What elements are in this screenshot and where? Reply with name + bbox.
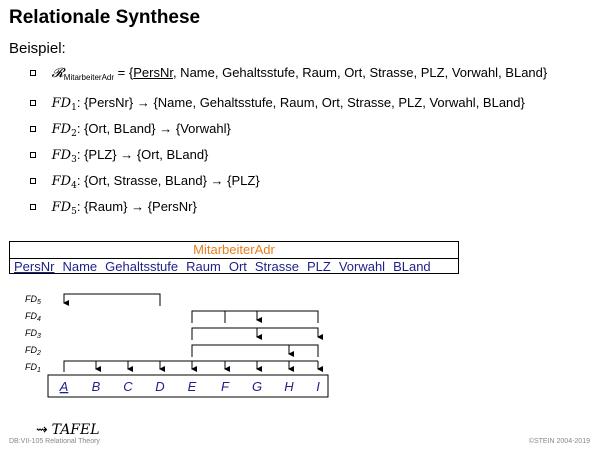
fd-index: 5 bbox=[71, 207, 77, 217]
squiggle-arrow-icon: ⇝ bbox=[36, 421, 48, 437]
relation-symbol: 𝓡 bbox=[51, 66, 64, 81]
fd2-connector bbox=[191, 344, 319, 357]
fd-label: FD bbox=[51, 96, 72, 111]
fd-lhs: {Ort, Strasse, BLand} bbox=[84, 173, 207, 188]
table-column: Raum bbox=[186, 259, 221, 274]
fd-item: FD3: {PLZ} → {Ort, BLand} bbox=[30, 145, 547, 171]
fd5-connector bbox=[63, 293, 161, 306]
fd-item: FD2: {Ort, BLand} → {Vorwahl} bbox=[30, 119, 547, 145]
fd-lhs: {PLZ} bbox=[84, 147, 117, 162]
fd-row-label: FD1 bbox=[25, 362, 41, 374]
attribute: I bbox=[316, 379, 320, 394]
fd-rhs: {PLZ} bbox=[227, 173, 260, 188]
fd-colon: : bbox=[76, 173, 81, 188]
fd-row-label: FD2 bbox=[25, 345, 41, 357]
bullet-square-icon bbox=[30, 203, 36, 210]
table-column-key: PersNr bbox=[14, 259, 55, 274]
fd-colon: : bbox=[76, 147, 81, 162]
fd3-connector bbox=[191, 327, 323, 340]
attribute: F bbox=[221, 379, 230, 394]
fd-rhs: {Name, Gehaltsstufe, Raum, Ort, Strasse,… bbox=[153, 95, 525, 110]
fd-item: FD5: {Raum} → {PersNr} bbox=[30, 197, 547, 223]
attribute: H bbox=[284, 379, 294, 394]
fd-rhs: {PersNr} bbox=[147, 199, 197, 214]
table-column: BLand bbox=[393, 259, 431, 274]
table-column: Name bbox=[62, 259, 98, 274]
relation-key: PersNr bbox=[133, 65, 173, 80]
table-column: Ort bbox=[228, 259, 247, 274]
table-column: PLZ bbox=[306, 259, 331, 274]
fd-label: FD bbox=[51, 174, 72, 189]
fd-row-label: FD5 bbox=[25, 294, 41, 306]
relation-close-brace: } bbox=[542, 65, 548, 80]
fd-rhs: {Ort, BLand} bbox=[136, 147, 209, 162]
attribute: B bbox=[92, 379, 101, 394]
fd-row-label: FD4 bbox=[25, 311, 41, 323]
table-columns: PersNr Name Gehaltsstufe Raum Ort Strass… bbox=[10, 259, 458, 275]
fd-colon: : bbox=[76, 199, 81, 214]
attribute: E bbox=[188, 379, 197, 394]
bullet-square-icon bbox=[30, 125, 36, 132]
relation-equals: = bbox=[117, 65, 126, 80]
bullet-square-icon bbox=[30, 69, 36, 76]
attribute: C bbox=[123, 379, 133, 394]
fd-arrow: → bbox=[136, 95, 150, 110]
example-heading: Beispiel: bbox=[9, 40, 66, 57]
fd-label: FD bbox=[51, 148, 72, 163]
relation-open-brace: { bbox=[128, 65, 134, 80]
fd-lhs: {PersNr} bbox=[84, 95, 134, 110]
fd-label: FD bbox=[51, 200, 72, 215]
attribute-key: A bbox=[59, 379, 69, 394]
fd-lhs: {Raum} bbox=[84, 199, 128, 214]
fd-item: FD1: {PersNr} → {Name, Gehaltsstufe, Rau… bbox=[30, 93, 547, 119]
fd-index: 2 bbox=[71, 129, 77, 139]
footer-right: ©STEIN 2004-2019 bbox=[528, 438, 590, 445]
table-column: Gehaltsstufe bbox=[105, 259, 179, 274]
tafel-link[interactable]: ⇝ TAFEL bbox=[36, 421, 100, 438]
attribute-box bbox=[47, 374, 329, 398]
fd-arrow: → bbox=[159, 121, 173, 136]
fd-row-label: FD3 bbox=[25, 328, 41, 340]
relation-subscript: MitarbeiterAdr bbox=[63, 73, 115, 82]
fd-arrow: → bbox=[210, 173, 224, 188]
attribute: G bbox=[252, 379, 262, 394]
fd-colon: : bbox=[76, 121, 81, 136]
bullet-square-icon bbox=[30, 151, 36, 158]
fd-index: 4 bbox=[71, 181, 77, 191]
bullet-list: 𝓡MitarbeiterAdr = {PersNr, Name, Gehalts… bbox=[30, 63, 547, 223]
fd-colon: : bbox=[76, 95, 81, 110]
fd-index: 3 bbox=[71, 155, 77, 165]
footer-left: DB:VII-105 Relational Theory bbox=[9, 438, 100, 445]
fd-arrow: → bbox=[120, 147, 134, 162]
page-title: Relationale Synthese bbox=[9, 7, 201, 28]
bullet-square-icon bbox=[30, 177, 36, 184]
relation-table: MitarbeiterAdr PersNr Name Gehaltsstufe … bbox=[9, 241, 459, 274]
relation-attributes: , Name, Gehaltsstufe, Raum, Ort, Strasse… bbox=[172, 65, 543, 80]
fd-rhs: {Vorwahl} bbox=[175, 121, 231, 136]
fd1-connector bbox=[63, 360, 318, 372]
attribute: D bbox=[155, 379, 164, 394]
relation-schema: 𝓡MitarbeiterAdr = {PersNr, Name, Gehalts… bbox=[30, 63, 547, 93]
fd-arrow: → bbox=[131, 199, 145, 214]
table-name: MitarbeiterAdr bbox=[10, 242, 458, 259]
bullet-square-icon bbox=[30, 99, 36, 106]
fd-label: FD bbox=[51, 122, 72, 137]
tafel-label: TAFEL bbox=[51, 422, 100, 438]
table-column: Vorwahl bbox=[338, 259, 386, 274]
fd-item: FD4: {Ort, Strasse, BLand} → {PLZ} bbox=[30, 171, 547, 197]
fd-lhs: {Ort, BLand} bbox=[84, 121, 156, 136]
fd4-connector bbox=[191, 310, 319, 323]
fd-index: 1 bbox=[71, 103, 77, 113]
table-column: Strasse bbox=[254, 259, 299, 274]
